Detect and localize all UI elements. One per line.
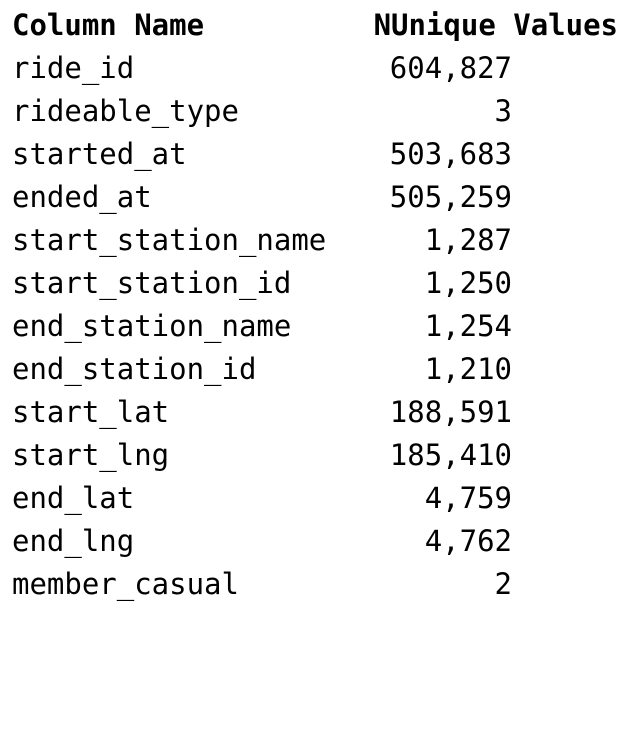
row-nunique-value: 3 <box>494 94 512 128</box>
row-column-name: start_lng <box>12 438 170 472</box>
row-nunique-value: 2 <box>494 567 512 601</box>
row-column-name: rideable_type <box>12 94 239 128</box>
row-nunique-value: 188,591 <box>389 395 512 429</box>
row-nunique-value: 1,254 <box>424 309 512 343</box>
nunique-values-header: NUnique Values <box>373 8 618 42</box>
row-column-name: started_at <box>12 137 187 171</box>
row-nunique-value: 1,250 <box>424 266 512 300</box>
row-column-name: start_station_id <box>12 266 292 300</box>
row-column-name: start_station_name <box>12 223 327 257</box>
row-nunique-value: 185,410 <box>389 438 512 472</box>
table-row: end_station_name 1,254 <box>12 305 622 348</box>
table-row: start_station_name 1,287 <box>12 219 622 262</box>
row-nunique-value: 503,683 <box>389 137 512 171</box>
table-row: started_at 503,683 <box>12 133 622 176</box>
table-row: end_station_id 1,210 <box>12 348 622 391</box>
row-column-name: ride_id <box>12 51 135 85</box>
row-column-name: end_lat <box>12 481 135 515</box>
row-column-name: end_station_name <box>12 309 292 343</box>
table-row: start_lng 185,410 <box>12 434 622 477</box>
row-nunique-value: 604,827 <box>389 51 512 85</box>
row-nunique-value: 4,762 <box>424 524 512 558</box>
table-row: end_lng 4,762 <box>12 520 622 563</box>
row-column-name: end_station_id <box>12 352 257 386</box>
table-row: member_casual 2 <box>12 563 622 606</box>
row-nunique-value: 505,259 <box>389 180 512 214</box>
row-nunique-value: 4,759 <box>424 481 512 515</box>
table-row: start_station_id 1,250 <box>12 262 622 305</box>
row-nunique-value: 1,287 <box>424 223 512 257</box>
table-row: rideable_type 3 <box>12 90 622 133</box>
table-header: Column Name NUnique Values <box>12 4 622 47</box>
table-row: start_lat 188,591 <box>12 391 622 434</box>
row-column-name: ended_at <box>12 180 152 214</box>
row-column-name: member_casual <box>12 567 239 601</box>
nunique-table: Column Name NUnique Values ride_id 604,8… <box>12 4 622 606</box>
row-column-name: start_lat <box>12 395 170 429</box>
column-name-header: Column Name <box>12 8 205 42</box>
row-nunique-value: 1,210 <box>424 352 512 386</box>
row-column-name: end_lng <box>12 524 135 558</box>
table-row: ride_id 604,827 <box>12 47 622 90</box>
table-row: end_lat 4,759 <box>12 477 622 520</box>
table-row: ended_at 505,259 <box>12 176 622 219</box>
